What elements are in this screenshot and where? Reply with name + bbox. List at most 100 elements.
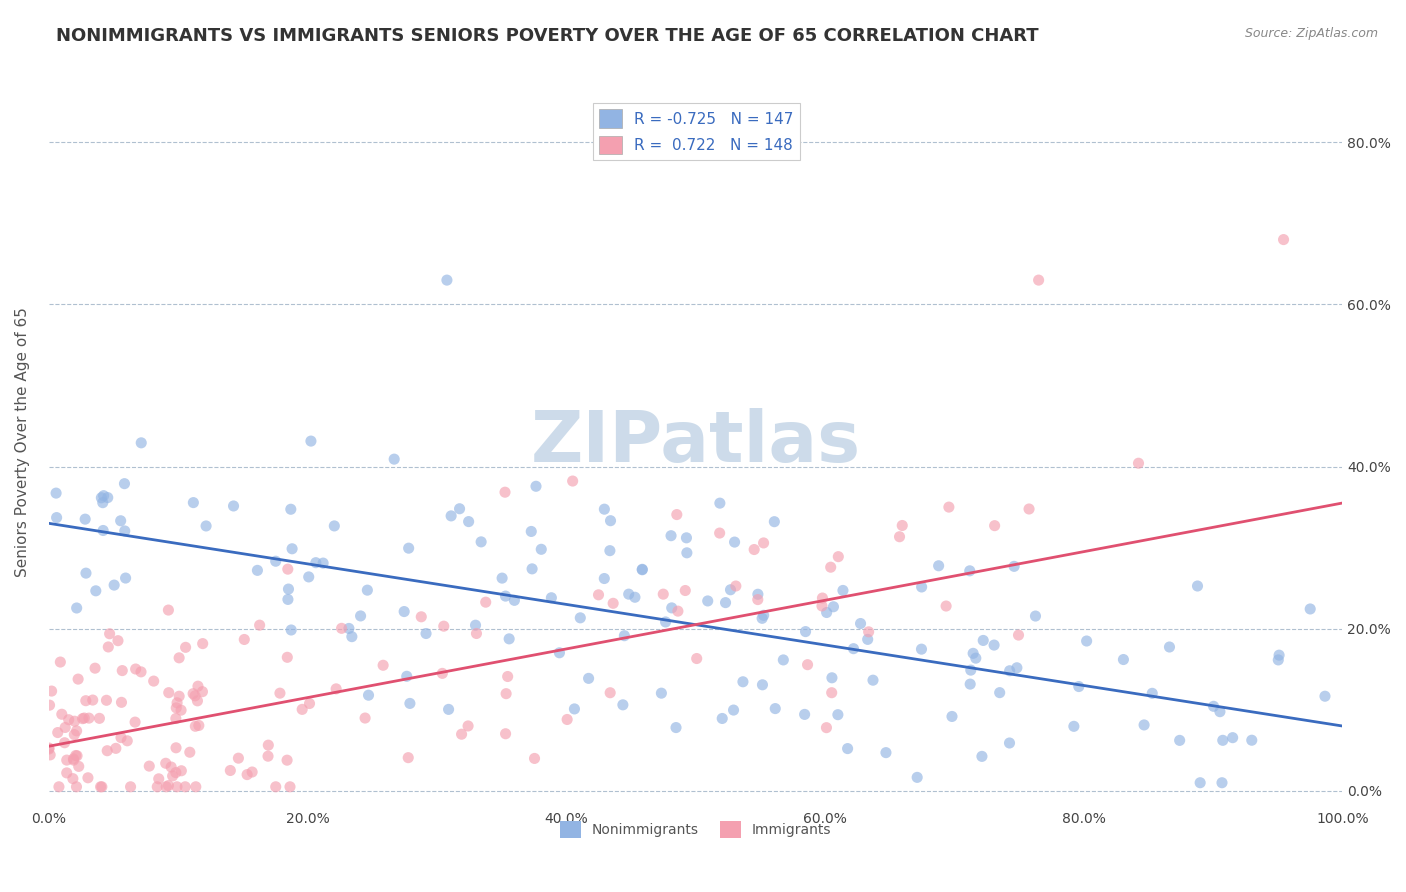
Point xyxy=(823,599,845,614)
Point xyxy=(104,741,127,756)
Point xyxy=(277,592,299,607)
Point xyxy=(905,770,928,784)
Point xyxy=(561,474,583,488)
Point xyxy=(66,748,89,763)
Point xyxy=(107,633,129,648)
Point xyxy=(772,653,794,667)
Point xyxy=(191,637,214,651)
Point xyxy=(249,618,271,632)
Point xyxy=(165,765,187,780)
Point xyxy=(496,669,519,683)
Point xyxy=(97,640,120,654)
Point xyxy=(665,721,688,735)
Point xyxy=(889,530,911,544)
Point xyxy=(38,741,60,756)
Point xyxy=(540,591,562,605)
Point xyxy=(174,640,197,655)
Point xyxy=(337,622,360,636)
Point xyxy=(110,731,132,745)
Point xyxy=(155,756,177,771)
Point xyxy=(55,753,77,767)
Text: ZIPatlas: ZIPatlas xyxy=(530,408,860,476)
Text: Source: ZipAtlas.com: Source: ZipAtlas.com xyxy=(1244,27,1378,40)
Point xyxy=(84,583,107,598)
Point xyxy=(523,751,546,765)
Point xyxy=(96,744,118,758)
Point xyxy=(392,605,415,619)
Point xyxy=(165,701,187,715)
Point xyxy=(1002,559,1025,574)
Point xyxy=(470,534,492,549)
Point xyxy=(90,780,112,794)
Point xyxy=(117,733,139,747)
Point xyxy=(91,496,114,510)
Point xyxy=(494,485,516,500)
Point xyxy=(675,531,697,545)
Point xyxy=(910,642,932,657)
Point xyxy=(970,749,993,764)
Point xyxy=(440,508,463,523)
Point xyxy=(77,711,100,725)
Point xyxy=(357,688,380,702)
Point xyxy=(330,621,353,635)
Point xyxy=(962,646,984,660)
Point xyxy=(354,711,377,725)
Point xyxy=(90,780,112,794)
Point xyxy=(129,665,152,679)
Point xyxy=(45,486,67,500)
Point xyxy=(731,674,754,689)
Point xyxy=(793,707,815,722)
Point xyxy=(742,542,765,557)
Point xyxy=(277,562,299,576)
Point xyxy=(650,686,672,700)
Point xyxy=(593,502,616,516)
Point xyxy=(709,496,731,510)
Point xyxy=(257,738,280,752)
Point xyxy=(862,673,884,688)
Point xyxy=(827,549,849,564)
Point xyxy=(276,650,298,665)
Point xyxy=(1112,652,1135,666)
Point xyxy=(891,518,914,533)
Point xyxy=(661,600,683,615)
Point xyxy=(167,650,190,665)
Point xyxy=(62,772,84,786)
Point xyxy=(170,703,193,717)
Point xyxy=(58,713,80,727)
Point xyxy=(659,529,682,543)
Point xyxy=(103,578,125,592)
Point xyxy=(312,556,335,570)
Point xyxy=(48,780,70,794)
Point xyxy=(91,524,114,538)
Point xyxy=(599,686,621,700)
Point xyxy=(89,711,111,725)
Point xyxy=(222,499,245,513)
Point xyxy=(1159,640,1181,654)
Point xyxy=(811,599,834,613)
Point xyxy=(752,608,775,623)
Point xyxy=(110,695,132,709)
Point xyxy=(240,764,263,779)
Point xyxy=(398,541,420,556)
Point xyxy=(433,619,456,633)
Point xyxy=(170,764,193,778)
Point xyxy=(276,753,298,767)
Point xyxy=(747,587,769,601)
Point xyxy=(520,562,543,576)
Point xyxy=(983,518,1005,533)
Point xyxy=(1168,733,1191,747)
Point xyxy=(1189,776,1212,790)
Point xyxy=(39,747,62,762)
Point xyxy=(613,629,636,643)
Point xyxy=(246,563,269,577)
Point xyxy=(98,626,121,640)
Point xyxy=(75,566,97,581)
Point xyxy=(399,697,422,711)
Point xyxy=(349,609,371,624)
Point xyxy=(157,603,180,617)
Point xyxy=(219,764,242,778)
Point xyxy=(602,596,624,610)
Point xyxy=(437,702,460,716)
Point xyxy=(1268,648,1291,662)
Point xyxy=(821,671,844,685)
